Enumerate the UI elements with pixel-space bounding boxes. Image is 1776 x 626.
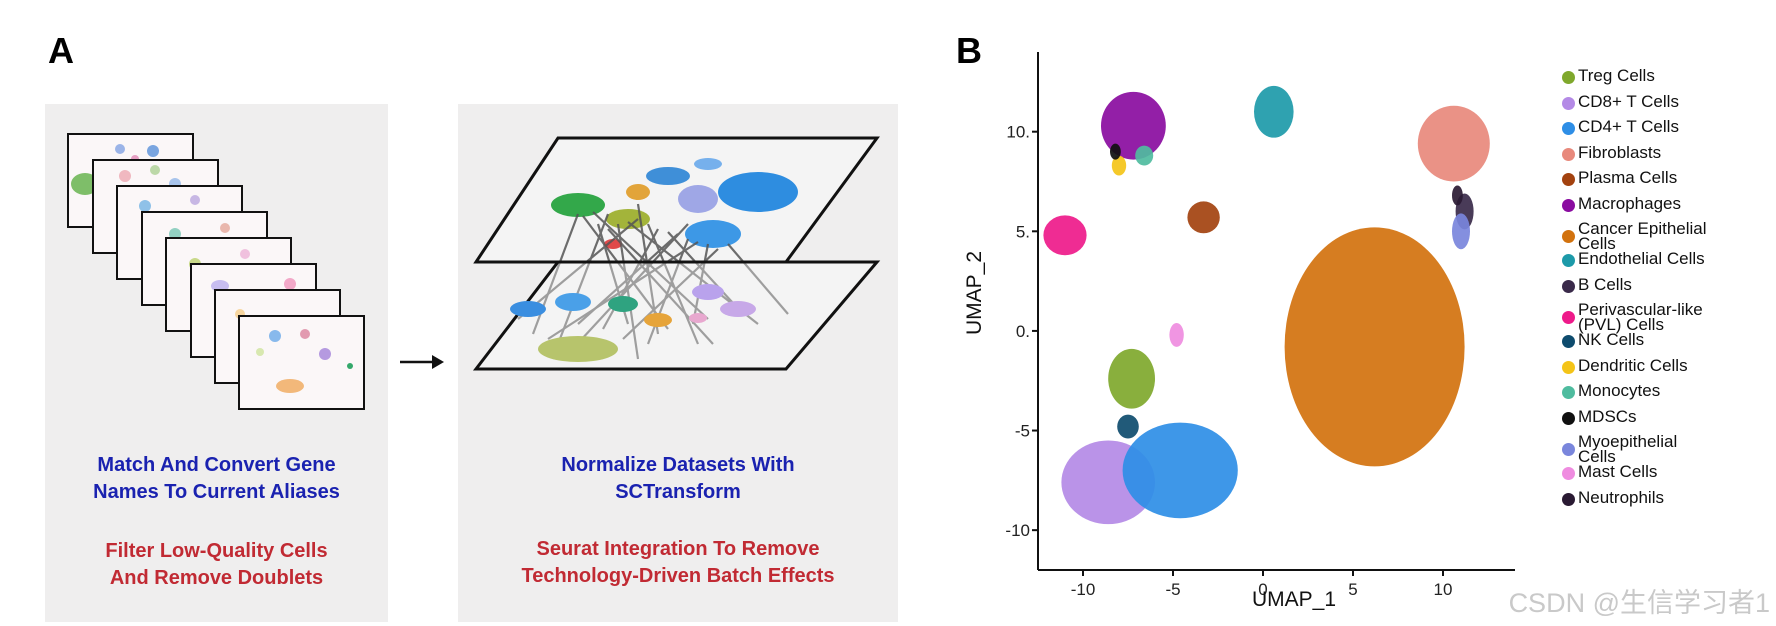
y-tick-label: 0.: [1016, 322, 1030, 341]
legend-label: CD4+ T Cells: [1578, 117, 1679, 136]
cluster-myoepithelial-cells: [1452, 213, 1470, 250]
x-tick-label: 0: [1258, 580, 1267, 599]
cluster-mast-cells: [1169, 322, 1184, 347]
cluster-nk-cells: [1117, 414, 1139, 439]
integration-illustration: [472, 136, 881, 371]
legend-swatch: [1562, 443, 1575, 456]
cluster-monocytes: [1135, 145, 1154, 166]
cluster-mdscs: [1110, 143, 1121, 160]
cluster-perivascular-like-pvl-cells: [1043, 215, 1087, 256]
y-tick-label: 10.: [1006, 123, 1030, 142]
caption-line: And Remove Doublets: [109, 567, 324, 589]
caption-integration: Seurat Integration To Remove Technology-…: [458, 536, 898, 590]
caption-line: Technology-Driven Batch Effects: [521, 565, 835, 587]
dataset-sheet: [238, 315, 365, 410]
legend-swatch: [1562, 492, 1575, 506]
legend-label: Perivascular-like (PVL) Cells: [1578, 300, 1703, 334]
anchor-lines: [517, 203, 789, 360]
caption-line: SCTransform: [615, 481, 741, 503]
umap-plot: -10 -5 0 5 10 -10 -5 0. 5. 10.: [1005, 52, 1515, 599]
legend-swatch: [1562, 411, 1575, 425]
legend-swatch: [1562, 335, 1575, 348]
cluster-macrophages: [1101, 91, 1166, 160]
cluster-endothelial-cells: [1254, 85, 1294, 138]
legend-label: Fibroblasts: [1578, 142, 1662, 162]
legend-swatch: [1562, 311, 1575, 324]
legend-label: Treg Cells: [1578, 66, 1655, 85]
y-tick-label: -10: [1005, 521, 1030, 540]
legend-swatch: [1562, 96, 1575, 110]
legend-swatch: [1562, 147, 1575, 161]
legend-swatch: [1562, 386, 1575, 399]
legend-label: NK Cells: [1578, 330, 1645, 349]
y-tick-label: 5.: [1016, 222, 1030, 241]
x-axis-title: UMAP_1: [1252, 588, 1337, 611]
caption-line: Match And Convert Gene: [97, 454, 336, 476]
legend-label: Mast Cells: [1578, 462, 1658, 481]
legend-swatch: [1562, 198, 1575, 212]
stacked-datasets-illustration: [67, 133, 365, 410]
legend-label: Macrophages: [1578, 193, 1682, 213]
legend-swatch: [1562, 254, 1575, 267]
caption-line: Seurat Integration To Remove: [536, 538, 820, 560]
x-tick-label: 10: [1434, 580, 1453, 599]
legend-label: CD8+ T Cells: [1578, 91, 1679, 111]
ticks-layer: -10 -5 0 5 10 -10 -5 0. 5. 10.: [1005, 123, 1452, 599]
caption-line: Names To Current Aliases: [93, 481, 340, 503]
top-plane: [473, 136, 880, 264]
caption-normalize: Normalize Datasets With SCTransform: [458, 452, 898, 506]
legend-swatch: [1562, 173, 1575, 186]
legend-label: Endothelial Cells: [1578, 249, 1705, 268]
cluster-fibroblasts: [1417, 105, 1490, 182]
x-tick-label: 5: [1348, 580, 1357, 599]
legend-swatch: [1562, 279, 1575, 293]
x-tick-label: -5: [1165, 580, 1180, 599]
right-arrow-icon: [400, 355, 444, 369]
y-axis-title: UMAP_2: [963, 250, 986, 335]
legend-label: Myoepithelial Cells: [1578, 432, 1678, 466]
legend-swatch: [1562, 467, 1575, 480]
legend-swatch: [1562, 230, 1575, 243]
y-tick-label: -5: [1015, 422, 1030, 441]
legend-swatch: [1562, 71, 1575, 84]
legend-label: Monocytes: [1578, 381, 1661, 400]
legend-swatch: [1562, 360, 1575, 374]
watermark: CSDN @生信学习者1: [1508, 588, 1770, 618]
cluster-dendritic-cells: [1111, 155, 1127, 176]
legend-label: Dendritic Cells: [1578, 355, 1688, 375]
legend-label: B Cells: [1578, 274, 1632, 294]
panel-label-b: B: [956, 30, 982, 71]
cluster-cd4-t-cells: [1122, 422, 1238, 519]
caption-filter-cells: Filter Low-Quality Cells And Remove Doub…: [45, 538, 388, 592]
panel-label-a: A: [48, 30, 74, 71]
cluster-cancer-epithelial-cells: [1284, 227, 1465, 467]
legend-label: MDSCs: [1578, 406, 1637, 426]
cluster-treg-cells: [1108, 348, 1155, 409]
x-tick-label: -10: [1071, 580, 1096, 599]
caption-line: Normalize Datasets With: [561, 454, 795, 476]
cluster-neutrophils: [1452, 185, 1463, 206]
legend-label: Plasma Cells: [1578, 168, 1678, 187]
legend-label: Neutrophils: [1578, 487, 1664, 507]
cluster-plasma-cells: [1187, 201, 1220, 234]
bottom-plane: [472, 260, 881, 371]
legend-swatch: [1562, 122, 1575, 135]
legend-label: Cancer Epithelial Cells: [1578, 219, 1707, 253]
caption-gene-matching: Match And Convert Gene Names To Current …: [45, 452, 388, 506]
panel-a-right-box: [458, 104, 898, 622]
caption-line: Filter Low-Quality Cells: [105, 540, 328, 562]
clusters-layer: [1043, 85, 1490, 525]
